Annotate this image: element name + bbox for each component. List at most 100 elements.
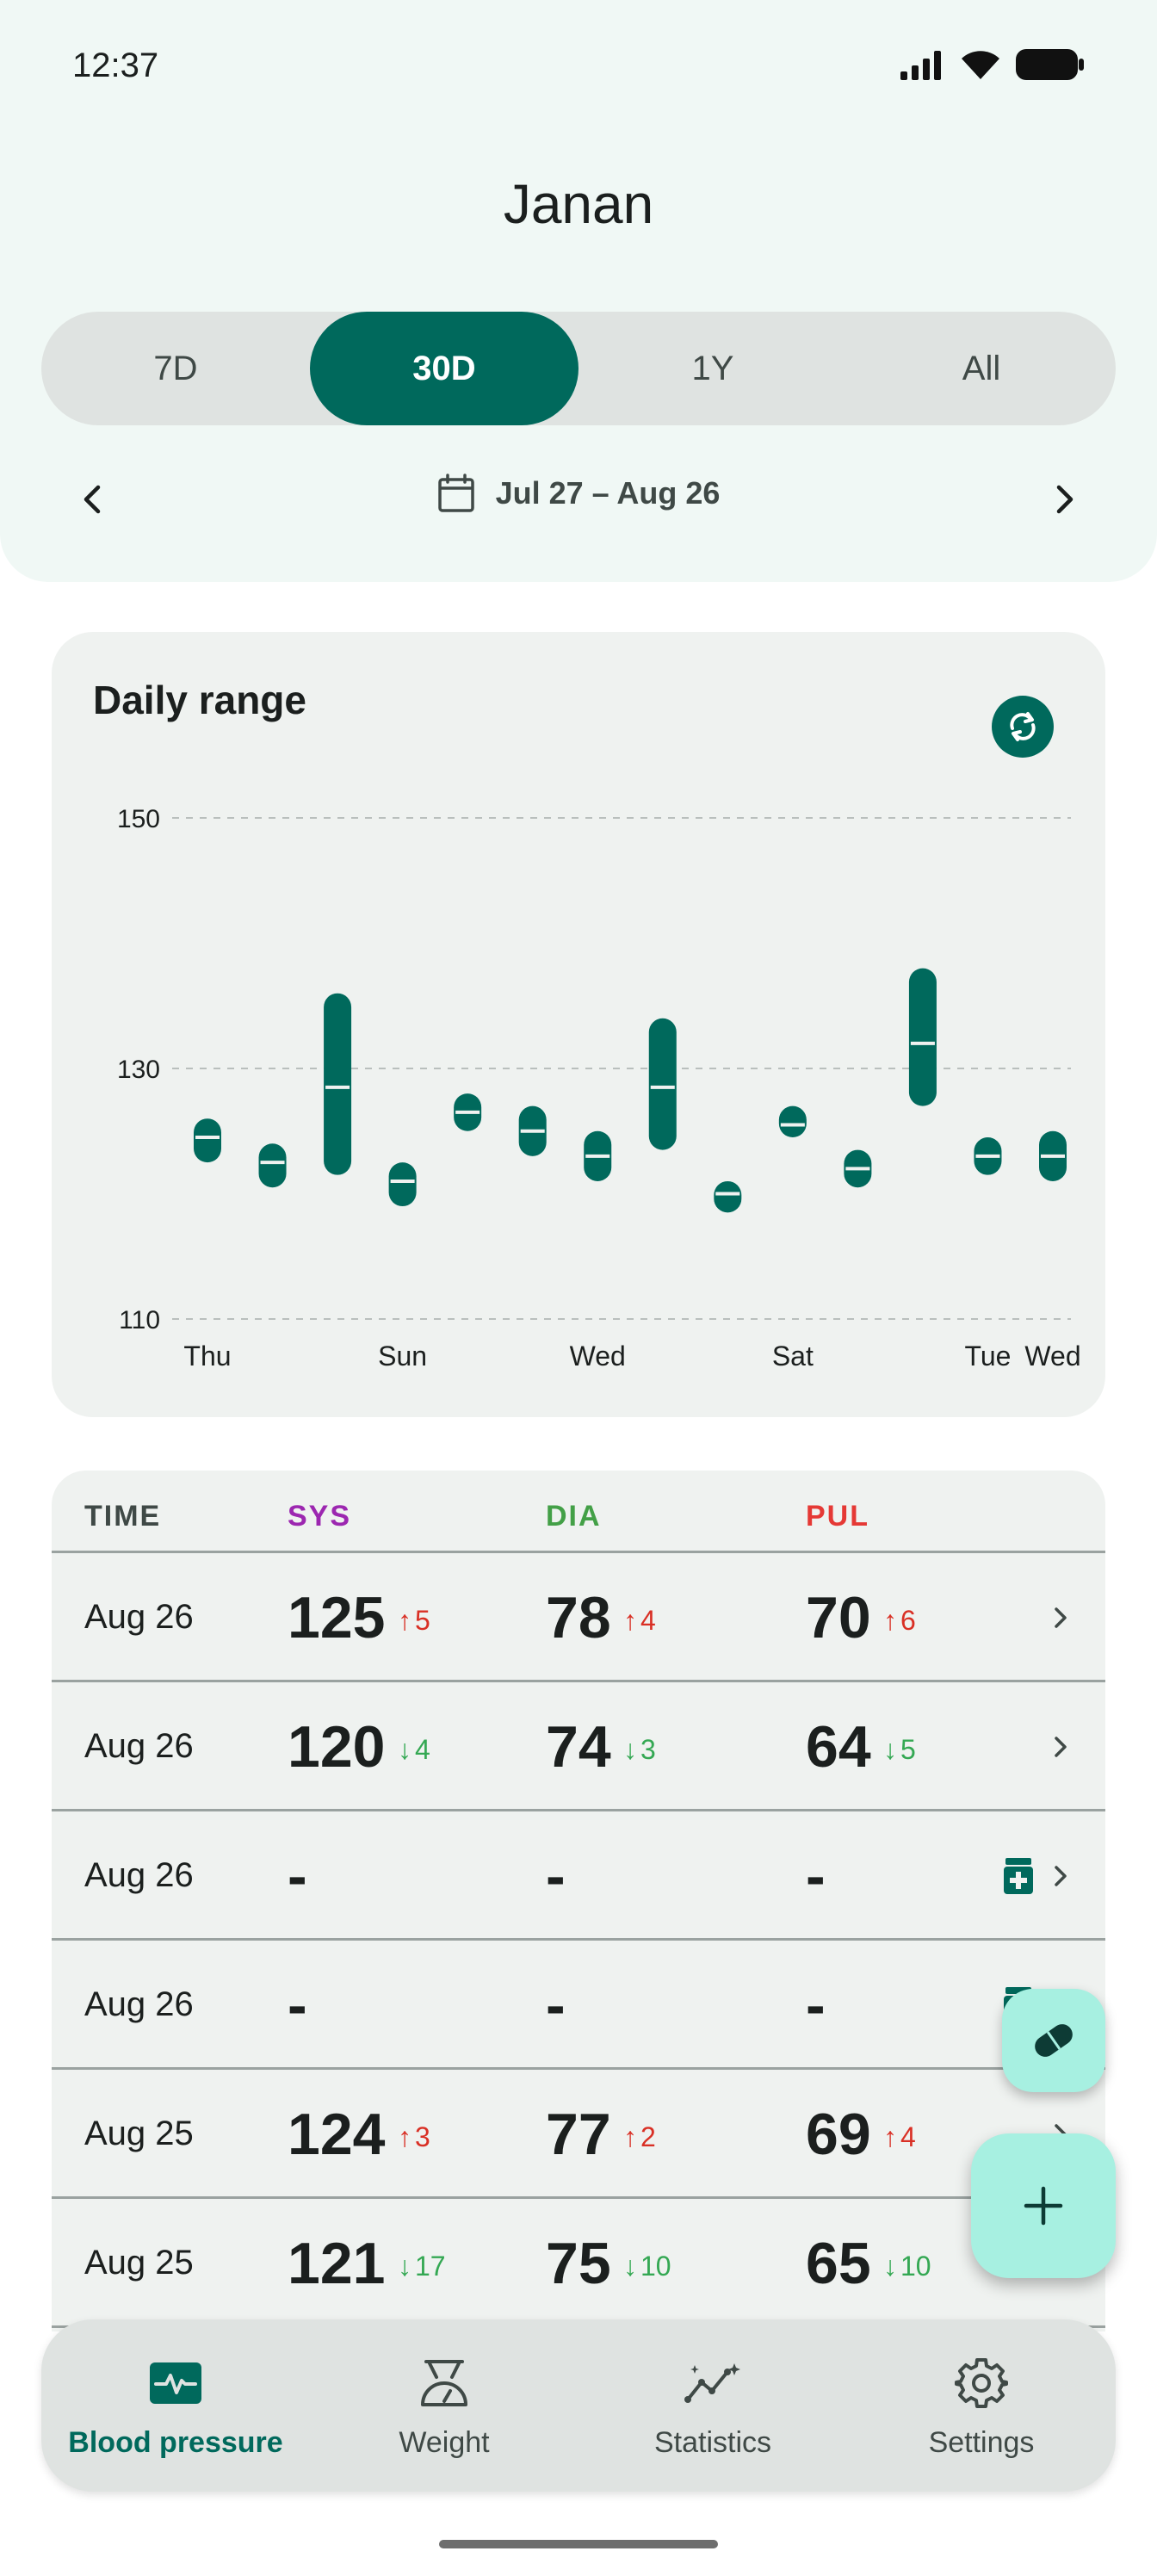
card-title: Daily range	[93, 678, 306, 722]
x-tick-label: Sun	[378, 1341, 427, 1372]
y-tick-label: 110	[119, 1306, 160, 1334]
delta-value: 10	[640, 2251, 671, 2282]
cell-dia: 78	[546, 1585, 611, 1650]
delta-value: 10	[900, 2251, 931, 2282]
heart-monitor-icon	[145, 2352, 207, 2414]
table-row[interactable]: Aug 25 124 ↑ 3 77 ↑ 2 69 ↑ 4	[52, 2070, 1105, 2199]
nav-label: Settings	[928, 2425, 1035, 2459]
table-row[interactable]: Aug 26 - - -	[52, 1941, 1105, 2070]
cell-pul: 70	[806, 1585, 871, 1650]
range-bar	[778, 1105, 807, 1138]
header-pul: PUL	[806, 1500, 869, 1533]
nav-settings[interactable]: Settings	[847, 2319, 1116, 2492]
statistics-icon	[682, 2352, 744, 2414]
chevron-right-icon	[1055, 1737, 1067, 1757]
arrow-up-icon: ↑	[883, 1605, 897, 1636]
range-bar	[714, 1180, 742, 1213]
nav-label: Statistics	[653, 2425, 772, 2459]
daily-range-chart: 150 130 110 Thu Sun Wed Sat Tue Wed	[117, 805, 1081, 1372]
cell-time: Aug 25	[84, 2244, 194, 2282]
cell-time: Aug 26	[84, 1598, 194, 1636]
signal-icon	[900, 51, 941, 80]
cell-sys-delta: ↓ 4	[398, 1734, 430, 1766]
cell-sys: 124	[288, 2102, 386, 2167]
tab-7d[interactable]: 7D	[153, 349, 198, 387]
arrow-up-icon: ↑	[883, 2121, 897, 2152]
table-row[interactable]: Aug 25 121 ↓ 17 75 ↓ 10 65 ↓ 10	[52, 2199, 1105, 2328]
cell-pul: 65	[806, 2231, 871, 2296]
x-tick-label: Tue	[964, 1341, 1011, 1372]
cell-dia: 75	[546, 2231, 611, 2296]
page-title: Janan	[503, 173, 654, 235]
x-tick-label: Wed	[570, 1341, 626, 1372]
delta-value: 5	[415, 1605, 430, 1636]
chevron-left-icon[interactable]	[67, 474, 119, 525]
table-row[interactable]: Aug 26 - - -	[52, 1811, 1105, 1941]
wifi-icon	[962, 51, 999, 79]
x-tick-label: Wed	[1024, 1341, 1080, 1372]
cell-pul: -	[806, 1843, 826, 1909]
arrow-down-icon: ↓	[623, 1734, 637, 1765]
tab-all[interactable]: All	[962, 349, 1001, 387]
table-header: TIME SYS DIA PUL	[52, 1471, 1105, 1553]
header-sys: SYS	[288, 1500, 352, 1533]
cell-sys-delta: ↑ 5	[398, 1605, 430, 1637]
delta-value: 2	[640, 2121, 656, 2152]
cell-pul-delta: ↓ 10	[883, 2251, 931, 2282]
cell-dia: -	[546, 1972, 566, 2038]
nav-blood-pressure[interactable]: Blood pressure	[41, 2319, 310, 2492]
cell-pul-delta: ↑ 4	[883, 2121, 916, 2153]
arrow-down-icon: ↓	[883, 1734, 897, 1765]
cell-dia: 74	[546, 1714, 611, 1780]
date-range-row: Jul 27 – Aug 26	[0, 465, 1157, 534]
range-bar	[324, 993, 352, 1175]
delta-value: 3	[640, 1734, 656, 1765]
delta-value: 6	[900, 1605, 916, 1636]
delta-value: 3	[415, 2121, 430, 2152]
tab-1y[interactable]: 1Y	[691, 349, 734, 387]
cell-time: Aug 25	[84, 2115, 194, 2152]
cell-dia-delta: ↓ 3	[623, 1734, 656, 1766]
delta-value: 4	[900, 2121, 916, 2152]
scale-icon	[413, 2352, 475, 2414]
range-tabs: 7D 30D 1Y All	[41, 312, 1116, 425]
refresh-button[interactable]	[992, 696, 1054, 758]
calendar-icon	[437, 474, 474, 512]
delta-value: 5	[900, 1734, 916, 1765]
header-area	[0, 0, 1157, 582]
y-tick-label: 130	[117, 1056, 160, 1084]
cell-sys: -	[288, 1843, 307, 1909]
delta-value: 4	[640, 1605, 656, 1636]
cell-pul-delta: ↑ 6	[883, 1605, 916, 1637]
header-dia: DIA	[546, 1500, 602, 1533]
bottom-navigation: Blood pressure Weight Statistics	[41, 2319, 1116, 2492]
arrow-down-icon: ↓	[398, 2251, 411, 2282]
cell-pul: 69	[806, 2102, 871, 2167]
cell-dia-delta: ↑ 4	[623, 1605, 656, 1637]
nav-statistics[interactable]: Statistics	[578, 2319, 847, 2492]
y-tick-label: 150	[117, 805, 160, 833]
header-time: TIME	[84, 1500, 162, 1533]
cell-time: Aug 26	[84, 1856, 194, 1894]
daily-range-card: Daily range 150 130 110 Thu Sun Wed Sat Tue Wed	[52, 632, 1105, 1417]
chevron-right-icon[interactable]	[1038, 474, 1090, 525]
table-row[interactable]: Aug 26 125 ↑ 5 78 ↑ 4 70 ↑ 6	[52, 1553, 1105, 1682]
date-range-selector[interactable]: Jul 27 – Aug 26	[0, 474, 1157, 513]
nav-weight[interactable]: Weight	[310, 2319, 578, 2492]
cell-dia-delta: ↑ 2	[623, 2121, 656, 2153]
x-tick-label: Sat	[772, 1341, 814, 1372]
table-row[interactable]: Aug 26 120 ↓ 4 74 ↓ 3 64 ↓ 5	[52, 1682, 1105, 1811]
chevron-right-icon	[1055, 1607, 1067, 1628]
nav-label: Weight	[399, 2425, 490, 2459]
add-medication-button[interactable]	[1002, 1989, 1105, 2092]
cell-dia: -	[546, 1843, 566, 1909]
arrow-down-icon: ↓	[623, 2251, 637, 2282]
cell-pul: -	[806, 1972, 826, 2038]
table-body: Aug 26 125 ↑ 5 78 ↑ 4 70 ↑ 6 Aug 26 120 ↓ 4 74 ↓ 3 64 ↓ 5 Au…	[52, 1553, 1105, 2328]
tab-30d[interactable]: 30D	[310, 312, 578, 425]
add-measurement-button[interactable]	[971, 2133, 1116, 2278]
arrow-up-icon: ↑	[398, 1605, 411, 1636]
readings-table: TIME SYS DIA PUL Aug 26 125 ↑ 5 78 ↑ 4 70 ↑ 6 Aug …	[52, 1471, 1105, 2331]
range-bar	[388, 1162, 417, 1207]
range-bar	[194, 1118, 221, 1163]
